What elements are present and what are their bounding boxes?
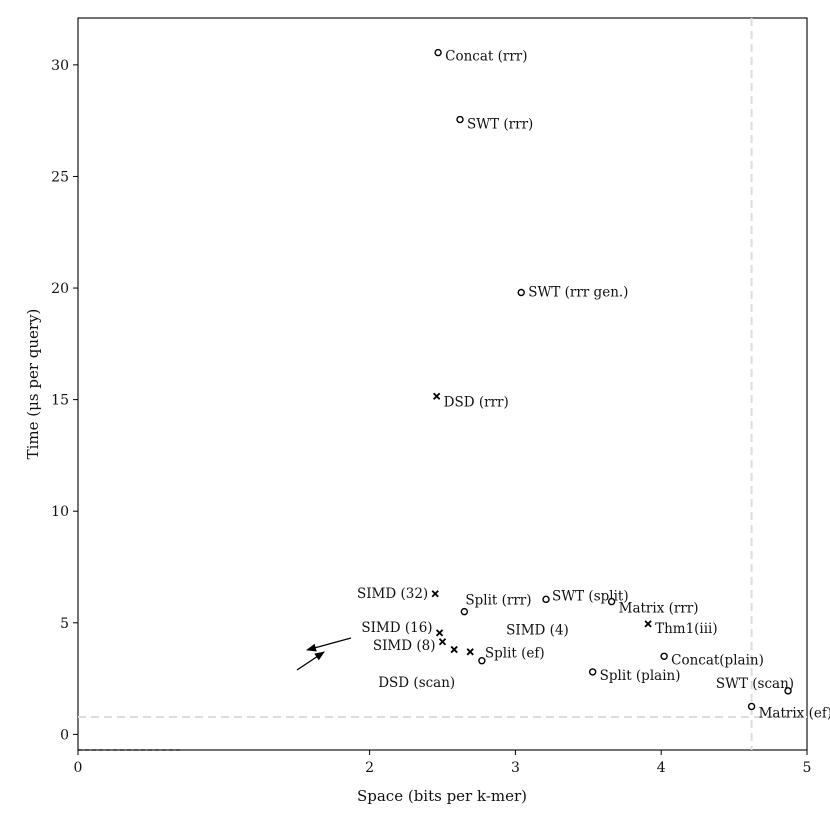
point-simd-4-x-marker: [450, 645, 458, 654]
x-tick-label: 3: [511, 760, 520, 776]
point-label-split-plain: Split (plain): [600, 668, 681, 684]
point-label-swt-rrr-gen: SWT (rrr gen.): [528, 285, 628, 301]
point-split-rrr-circle-marker: [460, 607, 469, 616]
point-label-swt-scan: SWT (scan): [716, 676, 794, 692]
x-tick-label: 5: [803, 760, 812, 776]
y-tick-label: 10: [51, 504, 69, 520]
point-label-simd-32: SIMD (32): [357, 586, 428, 602]
point-label-dsd-scan: DSD (scan): [378, 675, 455, 691]
point-label-split-ef: Split (ef): [485, 646, 545, 662]
point-label-simd-16: SIMD (16): [361, 620, 432, 636]
point-matrix-ef-circle-marker: [747, 702, 756, 711]
point-label-concat-rrr: Concat (rrr): [445, 49, 527, 65]
point-label-simd-8: SIMD (8): [373, 638, 436, 654]
plot-area-frame: [77, 17, 808, 751]
axis-ticks: 0 2 3 4 5 0 5 10 15 20 25 30: [51, 58, 811, 776]
point-concat-plain-circle-marker: [660, 652, 668, 660]
point-simd-16-x-marker: [435, 629, 444, 637]
arrow-dsd-scan: [296, 651, 325, 671]
point-swt-rrr-circle-marker: [456, 115, 464, 124]
point-label-split-rrr: Split (rrr): [465, 593, 531, 609]
point-label-swt-split: SWT (split): [552, 588, 629, 604]
point-swt-rrr-gen-circle-marker: [517, 288, 525, 297]
point-concat-rrr-circle-marker: [434, 48, 442, 57]
x-tick-label: 2: [365, 760, 374, 776]
point-label-dsd-rrr: DSD (rrr): [444, 394, 509, 410]
point-label-simd-4: SIMD (4): [506, 623, 569, 639]
point-label-concat-plain: Concat(plain): [671, 652, 764, 668]
x-axis-title: Space (bits per k-mer): [357, 787, 527, 805]
y-tick-label: 25: [51, 169, 69, 185]
x-tick-label: 0: [74, 760, 83, 776]
y-tick-label: 20: [51, 281, 69, 297]
y-tick-label: 0: [60, 727, 69, 743]
y-axis-title: Time (μs per query): [24, 309, 42, 460]
annotation-arrows: [296, 637, 352, 671]
y-tick-label: 5: [60, 616, 69, 632]
data-points: Concat (rrr) SWT (rrr) SWT (rrr gen.) DSD (…: [357, 49, 830, 722]
y-tick-label: 15: [51, 393, 69, 409]
point-dsd-scan-x-marker: [466, 648, 474, 656]
point-split-plain-circle-marker: [588, 668, 597, 676]
point-swt-split-circle-marker: [542, 595, 550, 604]
point-label-thm1-iii: Thm1(iii): [655, 621, 718, 637]
point-simd-32-x-marker: [431, 590, 439, 598]
point-label-swt-rrr: SWT (rrr): [467, 117, 533, 133]
y-tick-label: 30: [51, 58, 69, 74]
reference-lines: [78, 18, 807, 750]
point-matrix-rrr-circle-marker: [607, 597, 616, 606]
point-label-matrix-rrr: Matrix (rrr): [619, 601, 699, 617]
point-simd-8-x-marker: [438, 638, 447, 646]
point-label-matrix-ef: Matrix (ef): [759, 705, 830, 721]
x-tick-label: 4: [657, 760, 666, 776]
point-split-ef-circle-marker: [478, 657, 486, 665]
point-thm1-iii-x-marker: [644, 620, 652, 628]
point-dsd-rrr-x-marker: [433, 392, 441, 400]
point-swt-scan-circle-marker: [784, 687, 792, 695]
arrow-simd-4: [306, 637, 352, 652]
